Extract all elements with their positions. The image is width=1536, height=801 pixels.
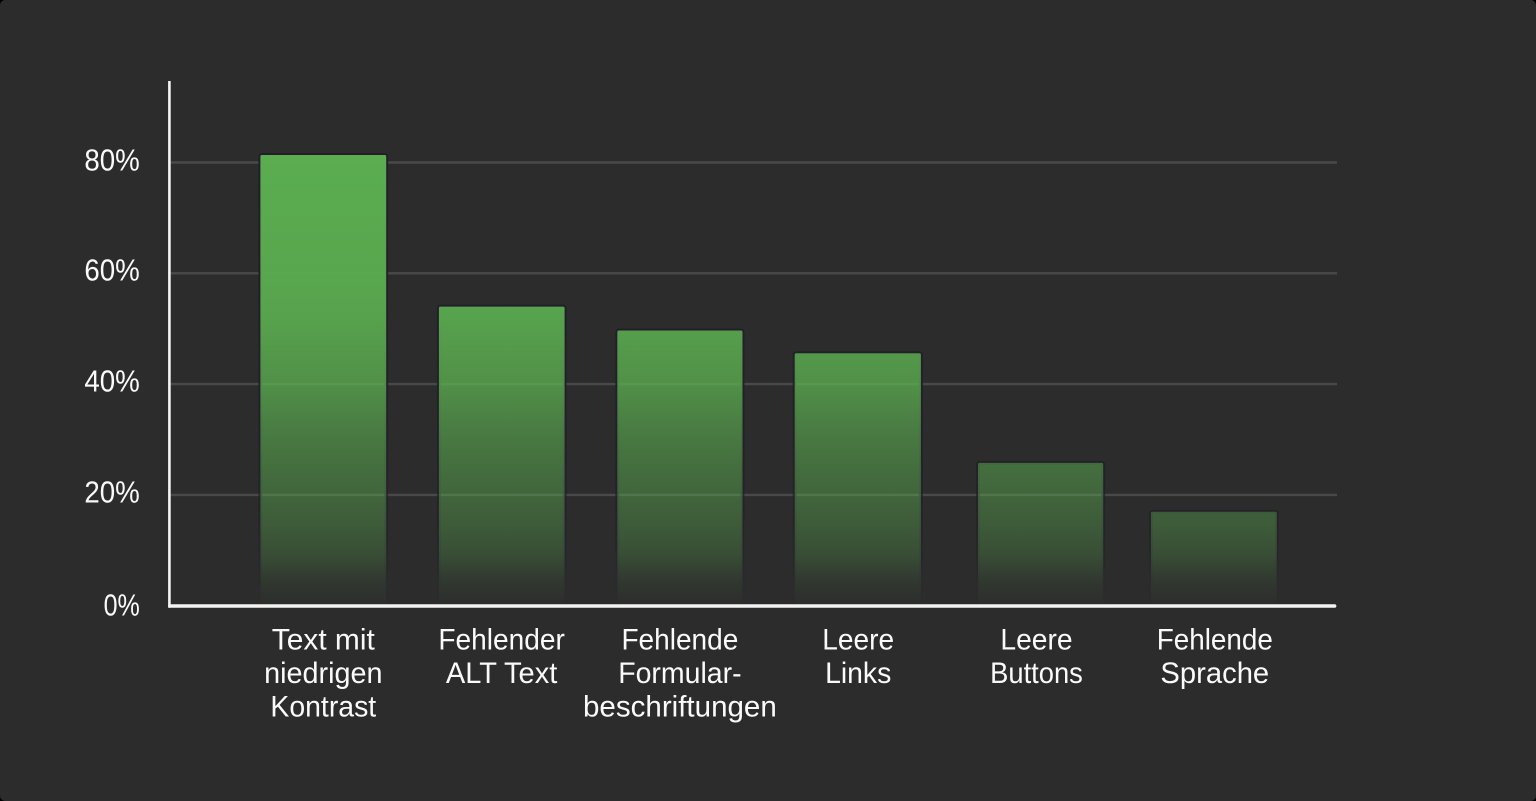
svg-text:niedrigen: niedrigen	[264, 657, 382, 690]
svg-text:20%: 20%	[84, 475, 139, 510]
svg-text:40%: 40%	[84, 364, 139, 399]
svg-text:0%: 0%	[104, 587, 140, 622]
svg-text:ALT Text: ALT Text	[446, 657, 558, 690]
svg-text:Buttons: Buttons	[990, 657, 1083, 690]
svg-text:Leere: Leere	[1000, 623, 1072, 656]
svg-text:80%: 80%	[84, 142, 139, 177]
svg-text:Leere: Leere	[822, 623, 894, 656]
svg-text:beschriftungen: beschriftungen	[583, 691, 777, 724]
svg-text:60%: 60%	[84, 253, 139, 288]
svg-text:Fehlender: Fehlender	[438, 623, 565, 656]
svg-text:Fehlende: Fehlende	[621, 623, 738, 656]
svg-text:Links: Links	[825, 657, 891, 690]
svg-text:Text mit: Text mit	[272, 623, 376, 656]
svg-text:Formular-: Formular-	[618, 657, 741, 690]
svg-text:Kontrast: Kontrast	[270, 691, 376, 724]
svg-text:Fehlende: Fehlende	[1157, 623, 1273, 656]
svg-text:Sprache: Sprache	[1160, 657, 1269, 690]
